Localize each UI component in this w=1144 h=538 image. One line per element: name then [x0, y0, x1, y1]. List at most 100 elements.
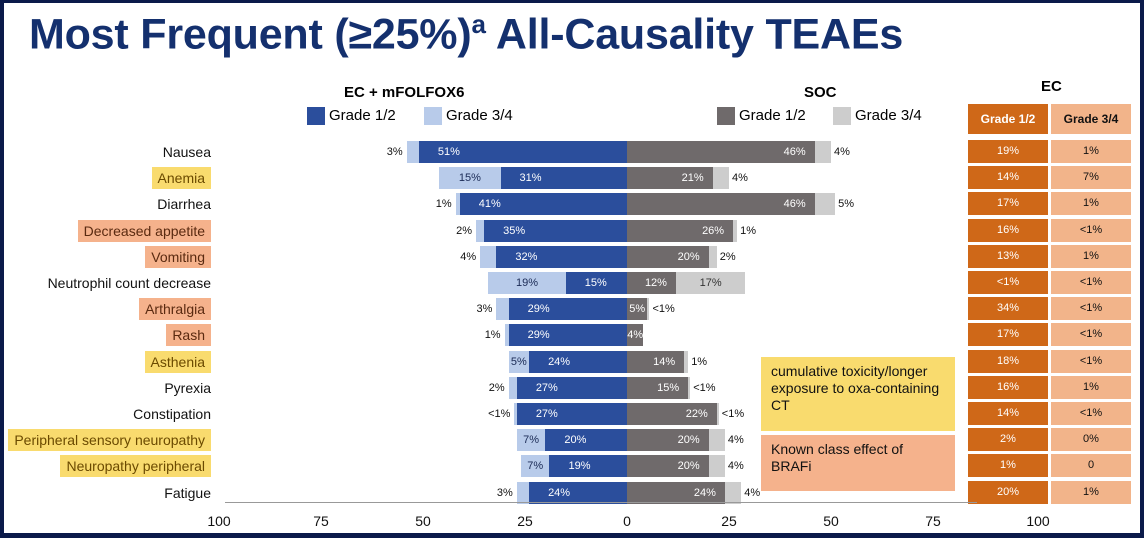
bar-ec-grade34 [516, 481, 530, 504]
group-label-ec: EC [1041, 78, 1062, 95]
label-ec-grade34: 1% [435, 198, 452, 211]
label-ec-grade12: 31% [519, 172, 542, 185]
bar-soc-grade12 [627, 429, 709, 452]
ec-header-grade34: Grade 3/4 [1051, 104, 1131, 134]
label-ec-grade34: 15% [458, 172, 481, 185]
ec-cell-grade34: 1% [1051, 375, 1131, 399]
bar-soc-grade34 [708, 245, 717, 268]
label-ec-grade12: 41% [478, 198, 501, 211]
label-soc-grade34: 4% [732, 172, 748, 185]
label-soc-grade34: 2% [719, 250, 736, 263]
bar-ec-grade34 [488, 272, 566, 294]
bar-soc-grade12 [627, 403, 717, 425]
x-tick-label: 75 [925, 513, 941, 529]
x-tick-label: 0 [623, 513, 631, 529]
label-ec-grade12: 29% [527, 303, 550, 316]
label-soc-grade34: 4% [834, 146, 850, 158]
bar-ec-grade34 [508, 350, 530, 373]
category-label: Peripheral sensory neuropathy [8, 429, 211, 452]
bar-soc-grade12 [627, 193, 815, 216]
ec-cell-grade12: 14% [968, 166, 1048, 190]
ec-cell-grade34: 1% [1051, 244, 1131, 268]
legend-swatch-right-grade12 [717, 107, 735, 125]
bar-soc-grade12 [627, 350, 685, 373]
ec-cell-grade12: 16% [968, 375, 1048, 399]
x-tick-label: 50 [823, 513, 839, 529]
category-label: Fatigue [164, 484, 211, 501]
label-ec-grade34: 3% [476, 303, 493, 316]
x-axis-line [225, 502, 977, 503]
ec-cell-grade34: <1% [1051, 323, 1131, 347]
category-label: Decreased appetite [77, 219, 211, 242]
bar-ec-grade12 [418, 141, 627, 163]
category-label: Vomiting [145, 245, 211, 268]
label-ec-grade34: 19% [516, 277, 539, 289]
bar-ec-grade34 [480, 245, 497, 268]
label-soc-grade12: 20% [677, 460, 700, 473]
x-tick-label: 100 [1026, 513, 1050, 529]
category-label: Diarrhea [157, 196, 211, 213]
ec-cell-grade34: 0 [1051, 454, 1131, 478]
label-ec-grade34: 2% [456, 224, 473, 237]
category-label: Neuropathy peripheral [60, 455, 211, 478]
label-ec-grade12: 19% [568, 460, 591, 473]
label-ec-grade12: 24% [548, 486, 571, 499]
label-soc-grade34: <1% [652, 303, 675, 316]
bar-ec-grade12 [459, 193, 627, 216]
ec-cell-grade12: <1% [968, 271, 1048, 294]
bar-ec-grade34 [520, 455, 550, 478]
category-label: Arthralgia [139, 298, 211, 321]
bar-soc-grade34 [688, 376, 691, 399]
label-soc-grade12: 21% [681, 172, 704, 185]
label-soc-grade34: <1% [693, 381, 716, 394]
ec-cell-grade34: <1% [1051, 402, 1131, 425]
legend-label-right-grade34: Grade 3/4 [855, 107, 922, 124]
label-soc-grade12: 24% [693, 486, 716, 499]
bar-ec-grade12 [565, 272, 627, 294]
label-ec-grade12: 15% [584, 277, 607, 289]
label-ec-grade34: 7% [527, 460, 544, 473]
bar-ec-grade12 [549, 455, 627, 478]
label-ec-grade12: 51% [437, 146, 460, 158]
ec-cell-grade34: 1% [1051, 192, 1131, 216]
category-label: Pyrexia [164, 379, 211, 396]
label-ec-grade34: 7% [523, 434, 540, 447]
ec-cell-grade34: 7% [1051, 166, 1131, 190]
label-ec-grade12: 27% [535, 408, 558, 420]
ec-header-grade12: Grade 1/2 [968, 104, 1048, 134]
bar-ec-grade34 [508, 376, 517, 399]
bar-ec-grade12 [516, 376, 627, 399]
label-soc-grade12: 5% [629, 303, 646, 316]
bar-ec-grade12 [529, 481, 627, 504]
label-soc-grade12: 15% [657, 381, 680, 394]
label-ec-grade34: 3% [386, 146, 403, 158]
label-ec-grade34: 5% [510, 355, 527, 368]
bar-ec-grade12 [529, 350, 627, 373]
ec-cell-grade12: 16% [968, 218, 1048, 242]
bar-ec-grade12 [508, 298, 627, 321]
category-label: Anemia [151, 167, 211, 190]
label-soc-grade34: 5% [838, 198, 854, 211]
bar-ec-grade34 [504, 324, 509, 347]
ec-cell-grade34: <1% [1051, 349, 1131, 373]
bar-soc-grade12 [627, 167, 713, 190]
ec-cell-grade12: 18% [968, 349, 1048, 373]
bar-soc-grade34 [733, 219, 738, 242]
bar-ec-grade34 [514, 403, 517, 425]
bar-soc-grade34 [708, 455, 725, 478]
label-soc-grade12: 46% [783, 198, 806, 211]
legend-swatch-right-grade34 [833, 107, 851, 125]
ec-cell-grade12: 34% [968, 297, 1048, 321]
label-soc-grade34: 1% [740, 224, 757, 237]
category-label: Nausea [162, 144, 211, 160]
bar-ec-grade12 [508, 324, 627, 347]
bar-ec-grade34 [439, 167, 501, 190]
x-tick-label: 100 [207, 513, 231, 529]
slide: Most Frequent (≥25%)a All-Causality TEAE… [4, 3, 1140, 533]
ec-cell-grade12: 2% [968, 428, 1048, 452]
bar-ec-grade12 [545, 429, 627, 452]
category-label: Asthenia [144, 350, 211, 373]
legend-label-left-grade34: Grade 3/4 [446, 107, 513, 124]
label-soc-grade12: 46% [783, 146, 806, 158]
group-label-ec-mfolfox6: EC + mFOLFOX6 [344, 84, 465, 101]
